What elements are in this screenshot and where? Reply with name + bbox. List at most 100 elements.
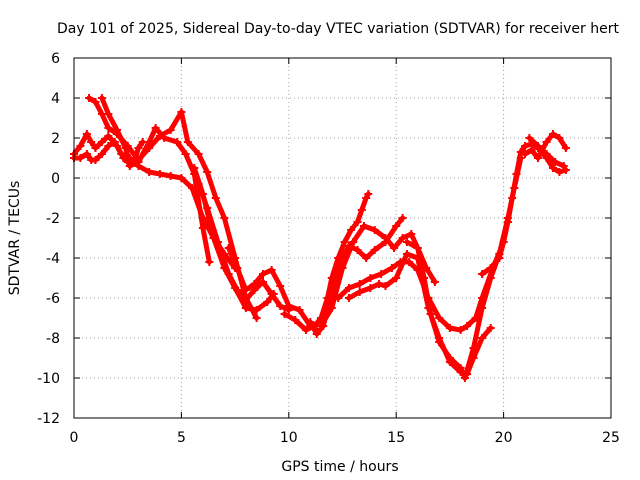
data-point-marker (398, 234, 407, 242)
data-point-marker (280, 310, 289, 318)
data-point-marker (250, 280, 259, 288)
data-point-marker (104, 110, 113, 118)
data-point-marker (366, 274, 375, 282)
data-point-marker (521, 150, 530, 158)
data-point-marker (355, 280, 364, 288)
data-point-marker (151, 124, 160, 132)
data-point-marker (276, 302, 285, 310)
data-point-marker (334, 294, 343, 302)
data-point-marker (194, 180, 203, 188)
y-tick-label: 4 (51, 91, 60, 107)
data-point-marker (349, 238, 358, 246)
data-point-marker (344, 294, 353, 302)
data-point-marker (533, 154, 542, 162)
data-point-marker (402, 238, 411, 246)
data-point-marker (340, 238, 349, 246)
data-point-marker (252, 314, 261, 322)
data-point-marker (435, 314, 444, 322)
data-point-marker (276, 282, 285, 290)
data-point-marker (508, 194, 517, 202)
data-point-marker (521, 142, 530, 150)
data-point-marker (327, 304, 336, 312)
data-point-marker (478, 334, 487, 342)
data-point-marker (104, 142, 113, 150)
data-point-marker (353, 246, 362, 254)
satellite-track-15 (521, 130, 570, 162)
data-point-marker (413, 244, 422, 252)
data-point-marker (405, 258, 414, 266)
data-point-marker (110, 138, 119, 146)
y-tick-label: 0 (51, 171, 60, 187)
data-point-marker (203, 168, 212, 176)
data-point-marker (387, 264, 396, 272)
data-point-marker (426, 310, 435, 318)
data-point-marker (241, 296, 250, 304)
data-point-marker (160, 134, 169, 142)
data-point-marker (97, 94, 106, 102)
data-point-marker (353, 218, 362, 226)
data-point-marker (203, 204, 212, 212)
data-point-marker (190, 164, 199, 172)
data-point-marker (533, 142, 542, 150)
data-point-marker (561, 144, 570, 152)
data-point-marker (91, 144, 100, 152)
data-point-marker (183, 138, 192, 146)
data-point-marker (445, 354, 454, 362)
data-point-marker (82, 150, 91, 158)
satellite-track-6 (194, 180, 293, 314)
data-point-marker (486, 324, 495, 332)
y-tick-label: 6 (51, 51, 60, 67)
data-point-marker (252, 306, 261, 314)
data-point-marker (233, 286, 242, 294)
data-point-marker (370, 226, 379, 234)
data-point-marker (177, 108, 186, 116)
data-point-marker (549, 164, 558, 172)
data-point-marker (390, 244, 399, 252)
data-point-marker (301, 326, 310, 334)
data-point-marker (478, 270, 487, 278)
data-point-marker (233, 264, 242, 272)
data-point-marker (338, 264, 347, 272)
data-point-marker (516, 148, 525, 156)
data-point-marker (85, 94, 94, 102)
data-point-marker (155, 170, 164, 178)
data-point-marker (364, 190, 373, 198)
satellite-track-16 (525, 134, 568, 170)
data-point-marker (549, 130, 558, 138)
axis-ticks: 0 5 10 15 20 25 -12 -10 -8 -6 -4 -2 0 2 4 6 (37, 51, 620, 446)
data-point-marker (97, 138, 106, 146)
satellite-track-13 (402, 154, 525, 382)
x-tick-label: 25 (602, 430, 620, 446)
y-tick-label: -4 (46, 251, 60, 267)
data-point-marker (402, 250, 411, 258)
data-point-marker (381, 282, 390, 290)
data-point-marker (224, 244, 233, 252)
x-tick-label: 15 (387, 430, 405, 446)
data-point-marker (392, 222, 401, 230)
data-point-marker (145, 168, 154, 176)
data-point-marker (211, 194, 220, 202)
data-point-marker (91, 98, 100, 106)
data-point-marker (478, 304, 487, 312)
data-point-marker (177, 174, 186, 182)
data-point-marker (407, 230, 416, 238)
data-point-marker (420, 274, 429, 282)
y-tick-label: -10 (37, 371, 60, 387)
y-tick-label: -8 (46, 331, 60, 347)
data-point-marker (166, 126, 175, 134)
data-point-marker (173, 138, 182, 146)
data-point-marker (259, 270, 268, 278)
data-point-marker (267, 266, 276, 274)
data-point-marker (317, 322, 326, 330)
data-point-marker (213, 238, 222, 246)
data-point-marker (398, 214, 407, 222)
data-point-marker (445, 324, 454, 332)
data-point-marker (194, 150, 203, 158)
data-point-marker (551, 158, 560, 166)
data-point-marker (527, 146, 536, 154)
data-point-marker (469, 344, 478, 352)
data-point-marker (344, 284, 353, 292)
data-point-marker (224, 270, 233, 278)
data-point-marker (503, 218, 512, 226)
data-point-marker (241, 304, 250, 312)
